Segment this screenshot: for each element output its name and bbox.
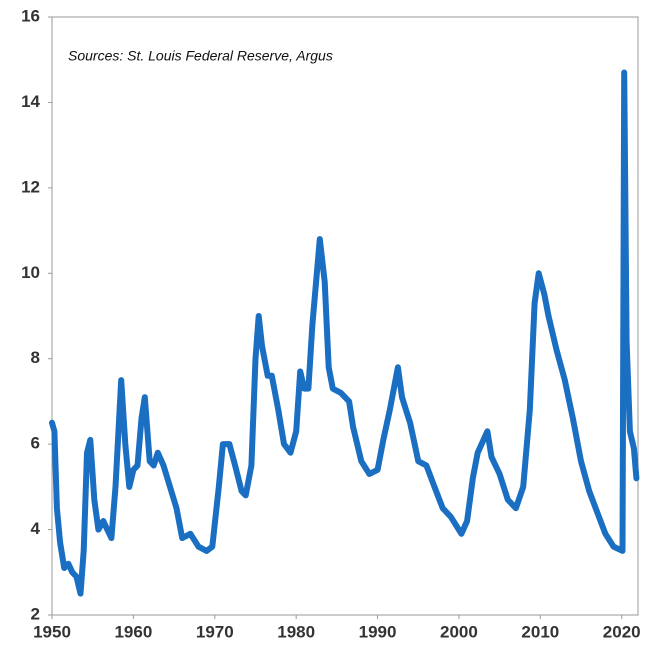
y-tick-label: 8 (31, 348, 40, 367)
y-tick-label: 12 (21, 177, 40, 196)
x-tick-label: 1980 (277, 622, 315, 641)
x-tick-label: 1990 (359, 622, 397, 641)
x-tick-label: 1960 (114, 622, 152, 641)
x-tick-label: 2010 (521, 622, 559, 641)
y-tick-label: 14 (21, 92, 40, 111)
y-tick-label: 6 (31, 434, 40, 453)
y-tick-label: 4 (31, 519, 41, 538)
y-tick-label: 2 (31, 604, 40, 623)
y-tick-label: 16 (21, 6, 40, 25)
x-tick-label: 1970 (196, 622, 234, 641)
x-tick-label: 2020 (603, 622, 641, 641)
plot-frame (51, 16, 639, 616)
x-tick-label: 2000 (440, 622, 478, 641)
annotation: Sources: St. Louis Federal Reserve, Argu… (68, 48, 333, 64)
y-tick-label: 10 (21, 263, 40, 282)
x-tick-label: 1950 (33, 622, 71, 641)
data-line (49, 69, 640, 597)
